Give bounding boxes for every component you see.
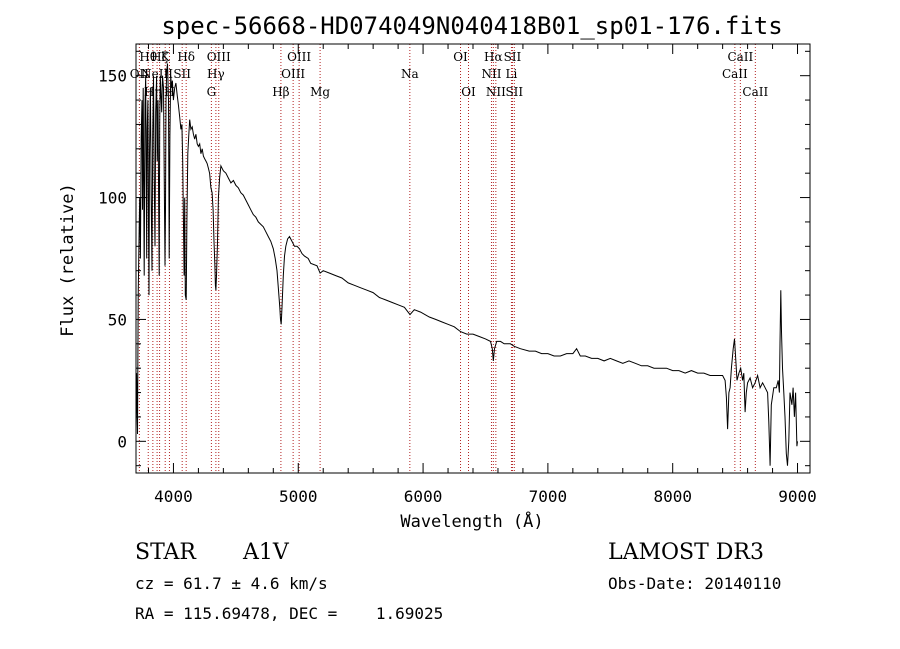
line-label-14: OIII — [287, 50, 311, 64]
x-tick-label-5000: 5000 — [279, 487, 318, 506]
line-label-17: OI — [453, 50, 468, 64]
line-label-0: OII — [130, 67, 150, 81]
object-subclass: A1V — [243, 540, 289, 565]
x-tick-label-9000: 9000 — [778, 487, 817, 506]
x-tick-label-8000: 8000 — [653, 487, 692, 506]
line-label-8: Hδ — [177, 50, 195, 64]
x-axis: 4000 5000 6000 7000 8000 9000 — [147, 44, 817, 506]
line-label-3: NeIII — [141, 67, 173, 81]
line-label-6: H — [164, 85, 174, 99]
line-label-22: Li — [506, 67, 518, 81]
line-label-24: SII — [505, 85, 523, 99]
line-label-23: SII — [504, 50, 522, 64]
y-tick-label-50: 50 — [108, 310, 127, 329]
line-label-19: NII — [481, 67, 501, 81]
line-label-7: SII — [173, 67, 191, 81]
spectral-line-labels: OIIHθHηNeIIIHζKHSIIHδGHγOIIIHβOIIIOIIIMg… — [130, 50, 769, 99]
x-tick-label-6000: 6000 — [404, 487, 443, 506]
plot-frame — [135, 43, 811, 474]
spectral-line-markers — [138, 44, 756, 473]
line-label-1: Hθ — [139, 50, 157, 64]
object-class: STAR — [135, 540, 196, 565]
line-label-10: Hγ — [207, 67, 225, 81]
y-tick-label-150: 150 — [98, 67, 127, 86]
line-label-11: OIII — [207, 50, 231, 64]
x-tick-label-4000: 4000 — [154, 487, 193, 506]
y-axis-label: Flux (relative) — [58, 183, 78, 337]
line-label-20: Hα — [484, 50, 503, 64]
line-label-4: Hζ — [151, 50, 168, 64]
obs-date: Obs-Date: 20140110 — [608, 574, 782, 593]
y-tick-label-0: 0 — [117, 432, 127, 451]
line-label-27: CaII — [742, 85, 768, 99]
line-label-13: OIII — [281, 67, 305, 81]
coordinates: RA = 115.69478, DEC = 1.69025 — [135, 604, 444, 623]
line-label-12: Hβ — [272, 85, 289, 99]
line-label-9: G — [207, 85, 217, 99]
line-label-21: NII — [486, 85, 506, 99]
line-label-15: Mg — [310, 85, 330, 99]
chart-title: spec-56668-HD074049N040418B01_sp01-176.f… — [161, 12, 782, 40]
x-tick-label-7000: 7000 — [529, 487, 568, 506]
line-label-5: K — [161, 50, 171, 64]
survey-name: LAMOST DR3 — [608, 540, 764, 565]
line-label-26: CaII — [727, 50, 753, 64]
line-label-18: OI — [461, 85, 476, 99]
x-axis-label: Wavelength (Å) — [400, 510, 543, 532]
y-axis: 0 50 100 150 — [98, 50, 810, 467]
redshift-info: cz = 61.7 ± 4.6 km/s — [135, 574, 328, 593]
line-label-25: CaII — [722, 67, 748, 81]
y-tick-label-100: 100 — [98, 189, 127, 208]
line-label-16: Na — [401, 67, 419, 81]
spectrum-line — [135, 63, 798, 466]
